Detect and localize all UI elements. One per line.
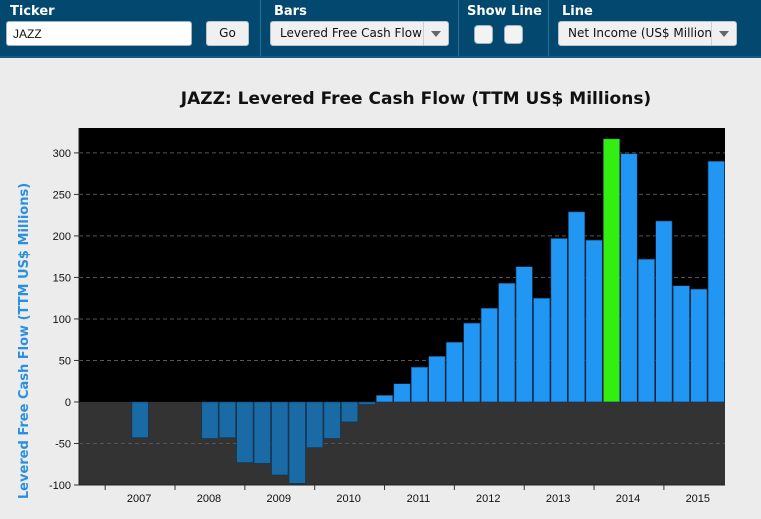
- bar: [218, 401, 236, 438]
- bar: [550, 238, 568, 403]
- show-line-checkbox-2[interactable]: [504, 25, 523, 44]
- bar: [515, 266, 533, 403]
- chart: JAZZ: Levered Free Cash Flow (TTM US$ Mi…: [17, 89, 725, 505]
- bars-select-value: Levered Free Cash Flow (TTM US$ Millions…: [280, 26, 448, 40]
- bar: [602, 138, 621, 403]
- bar: [393, 383, 411, 403]
- bar: [707, 160, 725, 403]
- y-tick-label: 300: [53, 148, 71, 160]
- bars-select[interactable]: Levered Free Cash Flow (TTM US$ Millions…: [270, 21, 449, 46]
- y-tick-label: 50: [59, 355, 71, 367]
- x-tick-label: 2014: [616, 493, 640, 505]
- bar: [498, 282, 516, 403]
- grid-lines: [79, 152, 725, 486]
- line-select-value: Net Income (US$ Millions): [568, 26, 723, 40]
- bar: [253, 401, 271, 464]
- bar: [672, 285, 690, 403]
- x-tick-label: 2007: [127, 493, 151, 505]
- go-button[interactable]: Go: [206, 21, 249, 46]
- y-tick-label: 150: [53, 272, 71, 284]
- bars: [131, 138, 725, 484]
- bar: [323, 401, 341, 439]
- bar: [358, 401, 376, 405]
- bar: [568, 211, 586, 403]
- bar: [410, 366, 428, 403]
- bars-label: Bars: [274, 4, 307, 19]
- x-tick-label: 2015: [686, 493, 710, 505]
- y-tick-label: -50: [55, 438, 71, 450]
- bar: [201, 401, 219, 439]
- bar: [533, 297, 551, 403]
- chevron-down-icon: [711, 22, 736, 45]
- bar: [620, 153, 638, 403]
- toolbar-divider: [548, 0, 549, 56]
- bar: [690, 288, 708, 403]
- bar: [463, 322, 481, 403]
- x-tick-label: 2009: [267, 493, 291, 505]
- bar: [428, 356, 446, 403]
- line-select[interactable]: Net Income (US$ Millions): [558, 21, 737, 46]
- x-tick-label: 2008: [197, 493, 221, 505]
- bar: [480, 307, 498, 403]
- x-tick-label: 2010: [336, 493, 360, 505]
- y-tick-label: 250: [53, 189, 71, 201]
- axes: -100 -50 0 50 100 150 200 250 300 2007 2008 2009 201…: [49, 128, 725, 505]
- toolbar-divider: [260, 0, 261, 56]
- y-tick-label: -100: [49, 480, 71, 492]
- ticker-label: Ticker: [10, 4, 55, 19]
- y-tick-label: 100: [53, 314, 71, 326]
- bar: [271, 401, 289, 476]
- x-tick-label: 2013: [546, 493, 570, 505]
- toolbar: Ticker Go Bars Levered Free Cash Flow (T…: [0, 0, 761, 58]
- bar: [376, 395, 394, 403]
- chart-title: JAZZ: Levered Free Cash Flow (TTM US$ Mi…: [180, 89, 651, 109]
- chevron-down-icon: [423, 22, 448, 45]
- ticker-input[interactable]: [6, 21, 192, 46]
- y-tick-label: 200: [53, 231, 71, 243]
- bar: [288, 401, 306, 484]
- x-tick-label: 2012: [476, 493, 500, 505]
- show-line-label: Show Line: [467, 4, 542, 19]
- bar: [341, 401, 359, 423]
- y-axis-label: Levered Free Cash Flow (TTM US$ Millions…: [17, 183, 32, 499]
- bar: [655, 220, 673, 403]
- x-tick-label: 2011: [407, 493, 431, 505]
- line-label: Line: [562, 4, 593, 19]
- bar: [585, 239, 603, 403]
- bar: [131, 401, 149, 438]
- y-tick-label: 0: [65, 397, 71, 409]
- bar: [306, 401, 324, 448]
- bar: [637, 258, 655, 403]
- bar: [445, 341, 463, 403]
- toolbar-divider: [458, 0, 459, 56]
- show-line-checkbox[interactable]: [474, 25, 493, 44]
- bar: [236, 401, 254, 463]
